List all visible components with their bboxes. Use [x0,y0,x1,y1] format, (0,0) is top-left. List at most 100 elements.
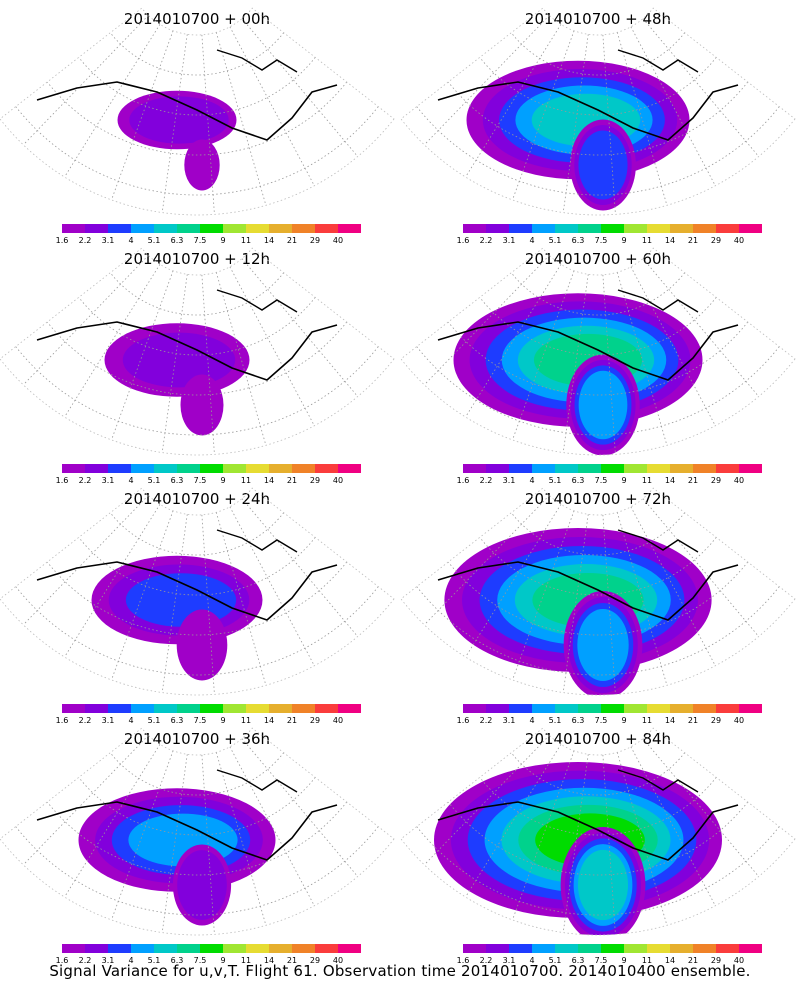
colorbar-swatch [177,464,200,473]
colorbar-swatch [62,704,85,713]
colorbar-tick-label: 21 [287,236,297,245]
colorbar-swatch [62,944,85,953]
colorbar-swatch [555,224,578,233]
colorbar-tick-label: 3.1 [102,476,115,485]
colorbar-swatch [555,464,578,473]
colorbar-tick-label: 5.1 [549,476,562,485]
map-panel: 2014010700 + 72h 1.6 2.2 3.1 4 5.1 6.3 7.5 9 11 14… [400,487,796,725]
variance-contour [578,370,628,440]
colorbar-tick-label: 14 [665,716,675,725]
colorbar-tick-label: 1.6 [457,476,470,485]
colorbar-swatch [578,704,601,713]
colorbar-swatch [509,704,532,713]
coastline [437,321,739,381]
colorbar-tick-label: 3.1 [503,716,516,725]
colorbar-swatch [269,224,292,233]
colorbar-swatch [85,704,108,713]
colorbar-tick-label: 9 [621,236,626,245]
variance-contour [177,850,227,920]
variance-contour [577,849,629,921]
colorbar-swatch [154,704,177,713]
colorbar-tick-label: 29 [711,476,721,485]
latitude-line [511,32,685,76]
colorbar-tick-label: 21 [688,236,698,245]
colorbar-tick-label: 5.1 [148,956,161,965]
map-boundary [400,727,796,936]
colorbar-swatch [693,464,716,473]
latitude-line [416,106,780,196]
colorbar-tick-label: 5.1 [549,716,562,725]
colorbar-swatch [647,944,670,953]
colorbar-tick-label: 9 [220,956,225,965]
map-domain [416,495,780,695]
panel-title: 2014010700 + 72h [525,490,671,508]
latitude-line [46,81,348,156]
colorbar-tick-label: 4 [529,476,534,485]
colorbar-tick-label: 4 [128,476,133,485]
map-panel: 2014010700 + 48h 1.6 2.2 3.1 4 5.1 6.3 7.5 9 11 14… [400,7,796,245]
colorbar-swatch [200,704,223,713]
coastline [36,801,338,861]
colorbar-swatch [108,224,131,233]
map-boundary [400,7,796,216]
colorbar-tick-label: 7.5 [595,956,608,965]
colorbar-tick-label: 1.6 [56,476,69,485]
colorbar-swatch [739,704,762,713]
colorbar-tick-label: 5.1 [148,476,161,485]
colorbar-swatch [601,944,624,953]
colorbar-swatch [338,944,361,953]
colorbar-swatch [647,224,670,233]
colorbar-swatch [624,224,647,233]
colorbar-tick-label: 6.3 [171,476,184,485]
coastline [216,529,298,553]
colorbar-swatch [246,224,269,233]
map-panel: 2014010700 + 00h 1.6 2.2 3.1 4 5.1 6.3 7.5 9 11 14… [0,7,395,245]
colorbar-swatch [338,224,361,233]
colorbar-swatch [463,704,486,713]
colorbar-swatch [200,224,223,233]
colorbar-tick-label: 9 [621,716,626,725]
latitude-line [416,346,780,436]
latitude-line [447,321,749,396]
colorbar-tick-label: 9 [220,236,225,245]
colorbar-tick-label: 6.3 [171,716,184,725]
colorbar-swatch [108,944,131,953]
colorbar-tick-label: 6.3 [572,716,585,725]
colorbar-swatch [200,944,223,953]
latitude-line [15,586,379,676]
coastline [617,529,699,553]
colorbar-tick-label: 7.5 [194,476,207,485]
colorbar-swatch [154,944,177,953]
coastline [216,289,298,313]
colorbar-tick-label: 21 [688,956,698,965]
colorbar-tick-label: 21 [287,716,297,725]
colorbar-swatch [292,224,315,233]
variance-contour [577,609,629,681]
colorbar-tick-label: 29 [310,716,320,725]
colorbar-swatch [85,224,108,233]
latitude-line [511,272,685,316]
colorbar-tick-label: 3.1 [102,236,115,245]
map-domain [416,15,780,215]
latitude-line [447,561,749,636]
colorbar-swatch [716,224,739,233]
colorbar-swatch [85,464,108,473]
colorbar-swatch [624,464,647,473]
colorbar-swatch [131,704,154,713]
colorbar-swatch [624,704,647,713]
panel-title: 2014010700 + 84h [525,730,671,748]
colorbar-swatch [693,944,716,953]
colorbar-tick-label: 14 [665,956,675,965]
colorbar-tick-label: 11 [241,476,251,485]
colorbar-swatch [647,704,670,713]
map-boundary [0,247,395,456]
colorbar-swatch [177,944,200,953]
colorbar-swatch [463,464,486,473]
colorbar-tick-label: 7.5 [595,236,608,245]
colorbar-swatch [463,224,486,233]
colorbar-swatch [338,704,361,713]
longitude-line [241,498,359,637]
colorbar-tick-label: 9 [621,476,626,485]
map-domain [15,255,379,455]
colorbar-tick-label: 40 [333,956,343,965]
